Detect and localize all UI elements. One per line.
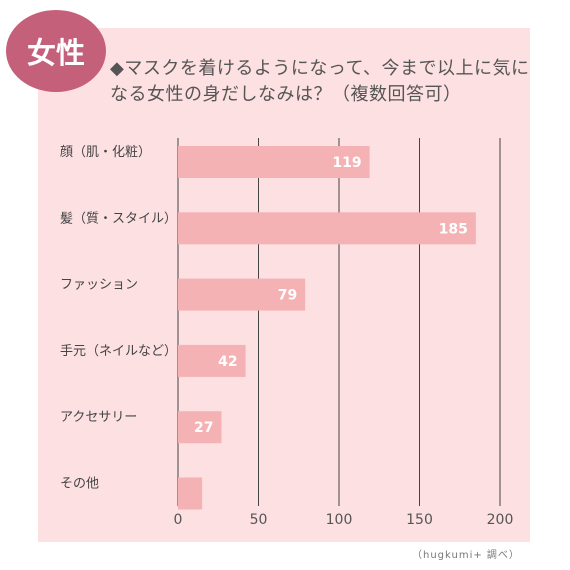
bar-5 — [178, 477, 203, 510]
chart-title: ◆マスクを着けるようになって、今まで以上に気になる女性の身だしなみは？（複数回答… — [110, 58, 530, 105]
x-tick-0: 0 — [174, 512, 183, 528]
bar-1 — [178, 212, 476, 245]
bar-0 — [178, 146, 370, 178]
x-tick-100: 100 — [326, 512, 353, 528]
bar-2 — [178, 278, 306, 311]
gender-badge: 女性 — [6, 10, 106, 92]
x-tick-labels: 0 50 100 150 200 — [174, 512, 514, 528]
value-label-1: 185 — [439, 221, 468, 237]
x-tick-200: 200 — [487, 512, 514, 528]
category-label-2: ファッション — [60, 278, 138, 293]
category-label-4: アクセサリー — [60, 410, 137, 425]
category-label-0: 顔（肌・化粧） — [60, 145, 151, 160]
x-tick-150: 150 — [406, 512, 433, 528]
value-label-4: 27 — [194, 420, 213, 436]
value-label-2: 79 — [278, 288, 297, 304]
x-tick-50: 50 — [250, 512, 268, 528]
source-note: （hugkumi+ 調べ） — [412, 550, 520, 561]
value-labels: 119 185 79 42 27 — [194, 155, 468, 436]
bar-4 — [178, 411, 222, 444]
category-label-1: 髪（質・スタイル） — [60, 211, 177, 226]
value-label-0: 119 — [332, 155, 361, 171]
category-label-5: その他 — [60, 477, 99, 492]
value-label-3: 42 — [218, 354, 237, 370]
bars — [178, 146, 476, 510]
bar-3 — [178, 344, 246, 377]
category-label-3: 手元（ネイルなど） — [60, 344, 177, 359]
grid-lines — [177, 138, 501, 506]
